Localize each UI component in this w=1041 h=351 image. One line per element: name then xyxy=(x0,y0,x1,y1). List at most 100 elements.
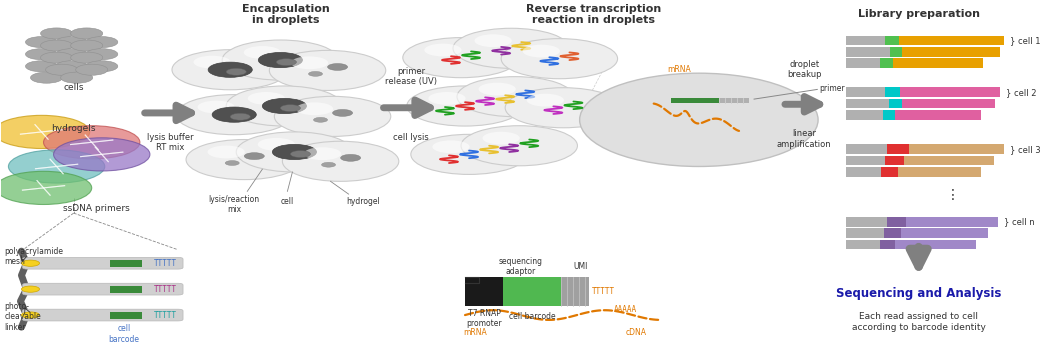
Bar xyxy=(887,144,909,154)
Circle shape xyxy=(501,39,617,79)
Circle shape xyxy=(340,154,360,161)
Bar xyxy=(846,229,884,238)
Circle shape xyxy=(41,52,73,63)
Circle shape xyxy=(432,140,469,153)
Text: mRNA: mRNA xyxy=(463,328,487,337)
Bar xyxy=(894,110,981,120)
Text: } cell 1: } cell 1 xyxy=(1010,36,1040,45)
Bar xyxy=(719,98,750,103)
Bar xyxy=(503,277,561,306)
Circle shape xyxy=(328,64,348,71)
Circle shape xyxy=(25,61,57,72)
Bar xyxy=(904,156,994,165)
Circle shape xyxy=(475,34,512,47)
Bar xyxy=(906,217,998,227)
Circle shape xyxy=(453,28,569,68)
Circle shape xyxy=(71,28,103,39)
Bar xyxy=(902,99,995,108)
Text: UMI: UMI xyxy=(574,262,587,271)
Bar xyxy=(887,217,906,227)
Text: } cell 2: } cell 2 xyxy=(1006,88,1037,97)
FancyBboxPatch shape xyxy=(23,309,183,321)
Circle shape xyxy=(55,37,87,48)
Bar xyxy=(109,260,142,267)
Circle shape xyxy=(304,147,341,160)
Circle shape xyxy=(60,72,93,83)
Bar xyxy=(465,277,503,306)
Bar xyxy=(880,240,894,250)
Circle shape xyxy=(275,96,390,137)
Text: photo-
cleavable
linker: photo- cleavable linker xyxy=(4,302,42,332)
Text: TTTTT: TTTTT xyxy=(154,285,177,294)
Circle shape xyxy=(44,126,139,159)
Circle shape xyxy=(25,49,57,60)
Circle shape xyxy=(55,61,87,72)
Bar xyxy=(846,240,880,250)
Text: primer: primer xyxy=(819,84,845,93)
Circle shape xyxy=(71,52,103,63)
Text: TTTTT: TTTTT xyxy=(154,311,177,319)
Circle shape xyxy=(270,51,386,91)
Bar xyxy=(846,144,887,154)
Text: Library preparation: Library preparation xyxy=(858,9,980,19)
Bar xyxy=(885,87,899,97)
Circle shape xyxy=(428,92,465,105)
Circle shape xyxy=(55,49,87,60)
Circle shape xyxy=(236,132,353,172)
Bar xyxy=(909,144,1004,154)
Circle shape xyxy=(85,49,118,60)
Circle shape xyxy=(332,110,353,117)
Text: TTTTT: TTTTT xyxy=(154,259,177,268)
Text: mRNA: mRNA xyxy=(667,65,690,74)
Circle shape xyxy=(425,44,461,57)
Ellipse shape xyxy=(580,73,818,166)
Circle shape xyxy=(505,88,621,128)
Circle shape xyxy=(225,161,239,165)
Circle shape xyxy=(46,64,78,75)
Circle shape xyxy=(248,92,285,105)
Circle shape xyxy=(258,52,303,68)
Circle shape xyxy=(0,171,92,205)
Text: Each read assigned to cell
according to barcode identity: Each read assigned to cell according to … xyxy=(852,312,986,332)
Text: AAAAA: AAAAA xyxy=(614,305,637,314)
Circle shape xyxy=(290,151,310,158)
Circle shape xyxy=(76,64,108,75)
Bar xyxy=(670,98,719,103)
Circle shape xyxy=(226,68,247,75)
Bar xyxy=(894,240,975,250)
Circle shape xyxy=(22,260,40,266)
Circle shape xyxy=(172,50,288,90)
Circle shape xyxy=(222,40,338,80)
Text: cell: cell xyxy=(281,197,294,206)
Circle shape xyxy=(85,37,118,48)
Text: ⋮: ⋮ xyxy=(946,188,960,202)
Bar xyxy=(846,156,885,165)
Bar xyxy=(561,277,589,306)
Bar xyxy=(846,167,881,177)
Circle shape xyxy=(85,61,118,72)
Text: droplet
breakup: droplet breakup xyxy=(787,60,821,79)
Circle shape xyxy=(22,312,40,318)
Circle shape xyxy=(282,141,399,181)
Circle shape xyxy=(71,40,103,51)
Text: cell
barcode: cell barcode xyxy=(108,324,139,344)
Bar xyxy=(109,286,142,293)
Circle shape xyxy=(411,134,527,174)
Circle shape xyxy=(25,37,57,48)
Bar xyxy=(892,58,983,68)
Bar xyxy=(846,217,887,227)
Circle shape xyxy=(226,86,342,126)
Circle shape xyxy=(280,105,301,112)
Bar xyxy=(897,167,981,177)
Circle shape xyxy=(322,162,335,167)
Bar xyxy=(846,99,889,108)
Bar xyxy=(899,87,1000,97)
Text: hydrogels: hydrogels xyxy=(51,124,96,133)
Circle shape xyxy=(53,138,150,171)
Circle shape xyxy=(212,107,256,122)
Bar xyxy=(880,58,892,68)
Text: lysis/reaction
mix: lysis/reaction mix xyxy=(208,195,260,214)
Circle shape xyxy=(523,45,560,58)
Bar xyxy=(846,35,885,45)
Text: TTTTT: TTTTT xyxy=(591,287,614,296)
